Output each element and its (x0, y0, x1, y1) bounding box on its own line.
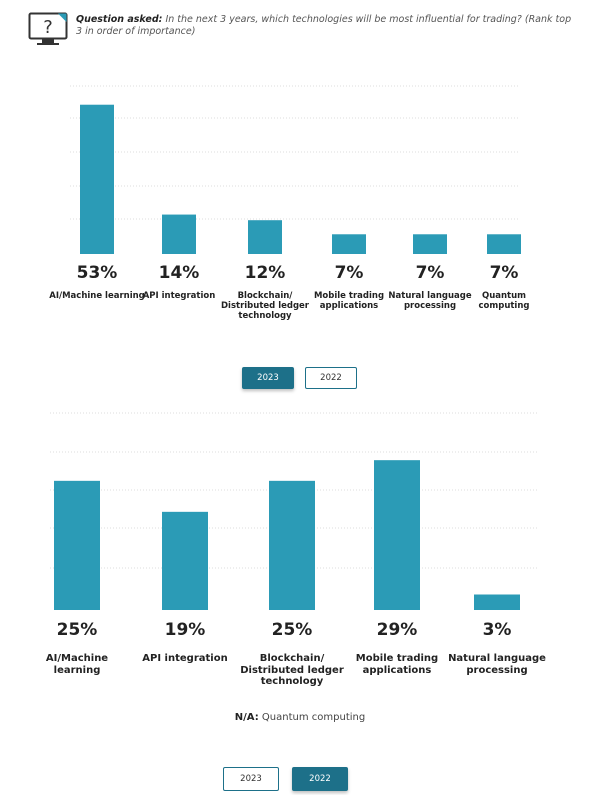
toggle-2022-top[interactable]: 2022 (305, 367, 357, 389)
chart-2023: 53% AI/Machine learning 14% API integration… (0, 0, 600, 340)
bar (162, 511, 208, 610)
toggle-2022-bottom[interactable]: 2022 (292, 767, 348, 791)
value-label: 7% (489, 263, 519, 283)
category-label: Quantum computing (478, 291, 530, 311)
bar (413, 234, 447, 254)
chart-2022-plot (50, 412, 538, 610)
chart-2023-plot (70, 85, 521, 254)
category-label: API integration (142, 653, 228, 664)
value-label: 7% (415, 263, 445, 283)
category-label: API integration (142, 291, 216, 301)
bar (474, 594, 520, 610)
category-label: AI/Machine learning (49, 291, 145, 301)
bar (80, 104, 114, 254)
na-note: N/A: Quantum computing (0, 712, 600, 723)
bar (269, 480, 315, 610)
value-label: 53% (76, 263, 118, 283)
value-label: 12% (244, 263, 286, 283)
category-label: Natural language processing (388, 291, 472, 311)
value-label: 29% (376, 620, 418, 640)
bar (332, 234, 366, 254)
question-label: Question asked: (76, 14, 163, 25)
category-label: Mobile trading applications (313, 291, 385, 311)
bar (374, 460, 420, 610)
value-label: 7% (334, 263, 364, 283)
category-label: Mobile trading applications (355, 653, 439, 676)
toggle-2023-bottom[interactable]: 2023 (223, 767, 279, 791)
bar (54, 480, 100, 610)
question-text: Question asked: In the next 3 years, whi… (76, 14, 576, 38)
bar (162, 214, 196, 254)
monitor-question-icon: ? (28, 12, 68, 45)
value-label: 25% (271, 620, 313, 640)
category-label: Natural language processing (448, 653, 546, 676)
question-body: In the next 3 years, which technologies … (76, 14, 572, 37)
category-label: Blockchain/ Distributed ledger technolog… (240, 653, 344, 687)
svg-text:?: ? (43, 17, 53, 38)
value-label: 3% (482, 620, 512, 640)
toggle-2023-top[interactable]: 2023 (242, 367, 294, 389)
na-text: Quantum computing (261, 712, 366, 723)
bar (487, 234, 521, 254)
chart-2022: 25% AI/Machine learning 19% API integration… (45, 412, 546, 687)
na-label: N/A: (234, 712, 259, 723)
category-label: AI/Machine learning (45, 653, 109, 676)
category-label: Blockchain/ Distributed ledger technolog… (220, 291, 309, 321)
value-label: 14% (158, 263, 200, 283)
value-label: 19% (164, 620, 206, 640)
bar (248, 220, 282, 254)
question-header: ? Question asked: In the next 3 years, w… (28, 12, 580, 48)
value-label: 25% (56, 620, 98, 640)
